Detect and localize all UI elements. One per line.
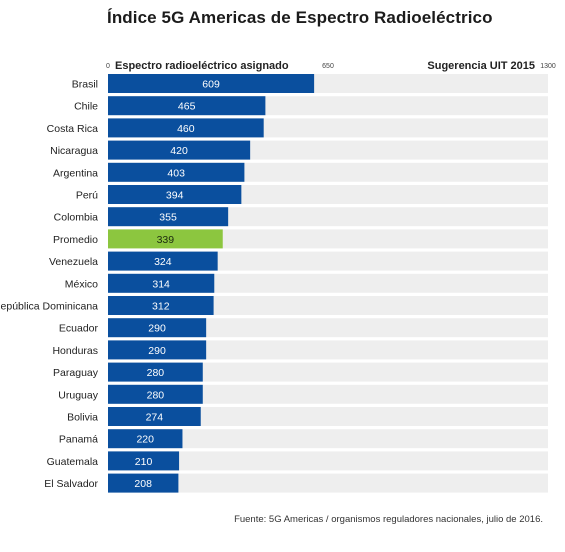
value-label-argentina: 403 xyxy=(167,167,185,179)
bar-guatemala xyxy=(108,451,180,471)
category-label-nicaragua: Nicaragua xyxy=(50,145,98,157)
bar-colombia xyxy=(108,207,229,227)
value-label-ecuador: 290 xyxy=(148,323,166,335)
value-label-bolivia: 274 xyxy=(146,412,164,424)
category-label-colombia: Colombia xyxy=(54,212,99,224)
bar-track-el-salvador xyxy=(108,473,548,493)
category-label-peru: Perú xyxy=(76,190,98,202)
category-label-guatemala: Guatemala xyxy=(47,456,99,468)
bar-promedio xyxy=(108,229,223,249)
value-label-promedio: 339 xyxy=(157,234,175,246)
bar-peru xyxy=(108,185,242,204)
bar-track-panama xyxy=(108,429,548,449)
bar-ecuador xyxy=(108,318,207,338)
bar-track-bolivia xyxy=(108,407,548,426)
bar-venezuela xyxy=(108,251,218,271)
bar-bolivia xyxy=(108,407,201,426)
bar-chart: 0 650 1300 Espectro radioeléctrico asign… xyxy=(0,60,556,493)
category-label-bolivia: Bolivia xyxy=(67,412,98,424)
value-label-venezuela: 324 xyxy=(154,256,172,268)
tick-label-1300: 1300 xyxy=(540,63,556,70)
bar-track-ecuador xyxy=(108,318,548,338)
value-label-mexico: 314 xyxy=(152,278,170,290)
source-note: Fuente: 5G Americas / organismos regulad… xyxy=(234,514,543,525)
value-label-guatemala: 210 xyxy=(135,456,153,468)
bar-track-venezuela xyxy=(108,251,548,271)
value-label-peru: 394 xyxy=(166,190,184,202)
category-label-honduras: Honduras xyxy=(52,345,98,357)
value-label-colombia: 355 xyxy=(159,212,177,224)
bar-uruguay xyxy=(108,384,203,404)
value-label-uruguay: 280 xyxy=(147,389,165,401)
tick-label-650: 650 xyxy=(322,63,334,70)
bar-track-honduras xyxy=(108,340,548,360)
chart-title: Índice 5G Americas de Espectro Radioeléc… xyxy=(107,8,493,27)
bar-panama xyxy=(108,429,183,449)
bar-series: Brasil 609 Chile 465 Costa Rica 460 Nicaragua 4… xyxy=(0,74,548,493)
bar-track-republica-dominicana xyxy=(108,296,548,315)
bar-track-guatemala xyxy=(108,451,548,471)
category-label-venezuela: Venezuela xyxy=(49,256,98,268)
bar-el-salvador xyxy=(108,473,179,493)
bar-brasil xyxy=(108,74,315,93)
category-label-promedio: Promedio xyxy=(53,234,98,246)
bar-argentina xyxy=(108,162,245,182)
value-label-paraguay: 280 xyxy=(147,367,165,379)
category-label-uruguay: Uruguay xyxy=(58,389,98,401)
category-label-mexico: México xyxy=(65,278,98,290)
header-itu-suggestion: Sugerencia UIT 2015 xyxy=(427,60,535,72)
bar-costa-rica xyxy=(108,118,264,138)
value-label-honduras: 290 xyxy=(148,345,166,357)
category-label-costa-rica: Costa Rica xyxy=(47,123,99,135)
value-label-panama: 220 xyxy=(136,434,154,446)
header-assigned-spectrum: Espectro radioeléctrico asignado xyxy=(115,60,289,72)
value-label-nicaragua: 420 xyxy=(170,145,188,157)
value-label-republica-dominicana: 312 xyxy=(152,301,170,313)
bar-track-mexico xyxy=(108,273,548,293)
category-label-panama: Panamá xyxy=(59,434,98,446)
value-label-brasil: 609 xyxy=(202,79,220,91)
value-label-costa-rica: 460 xyxy=(177,123,195,135)
tick-label-0: 0 xyxy=(106,63,110,70)
bar-honduras xyxy=(108,340,207,360)
category-label-el-salvador: El Salvador xyxy=(44,478,98,490)
category-label-brasil: Brasil xyxy=(72,79,98,91)
category-label-paraguay: Paraguay xyxy=(53,367,99,379)
value-label-el-salvador: 208 xyxy=(134,478,152,490)
bar-track-uruguay xyxy=(108,384,548,404)
category-label-argentina: Argentina xyxy=(53,167,98,179)
bar-republica-dominicana xyxy=(108,296,214,315)
category-label-chile: Chile xyxy=(74,101,98,113)
bar-track-paraguay xyxy=(108,362,548,382)
bar-paraguay xyxy=(108,362,203,382)
value-label-chile: 465 xyxy=(178,101,196,113)
category-label-republica-dominicana: República Dominicana xyxy=(0,301,98,313)
bar-mexico xyxy=(108,273,215,293)
bar-chile xyxy=(108,96,266,116)
bar-nicaragua xyxy=(108,140,251,160)
category-label-ecuador: Ecuador xyxy=(59,323,99,335)
